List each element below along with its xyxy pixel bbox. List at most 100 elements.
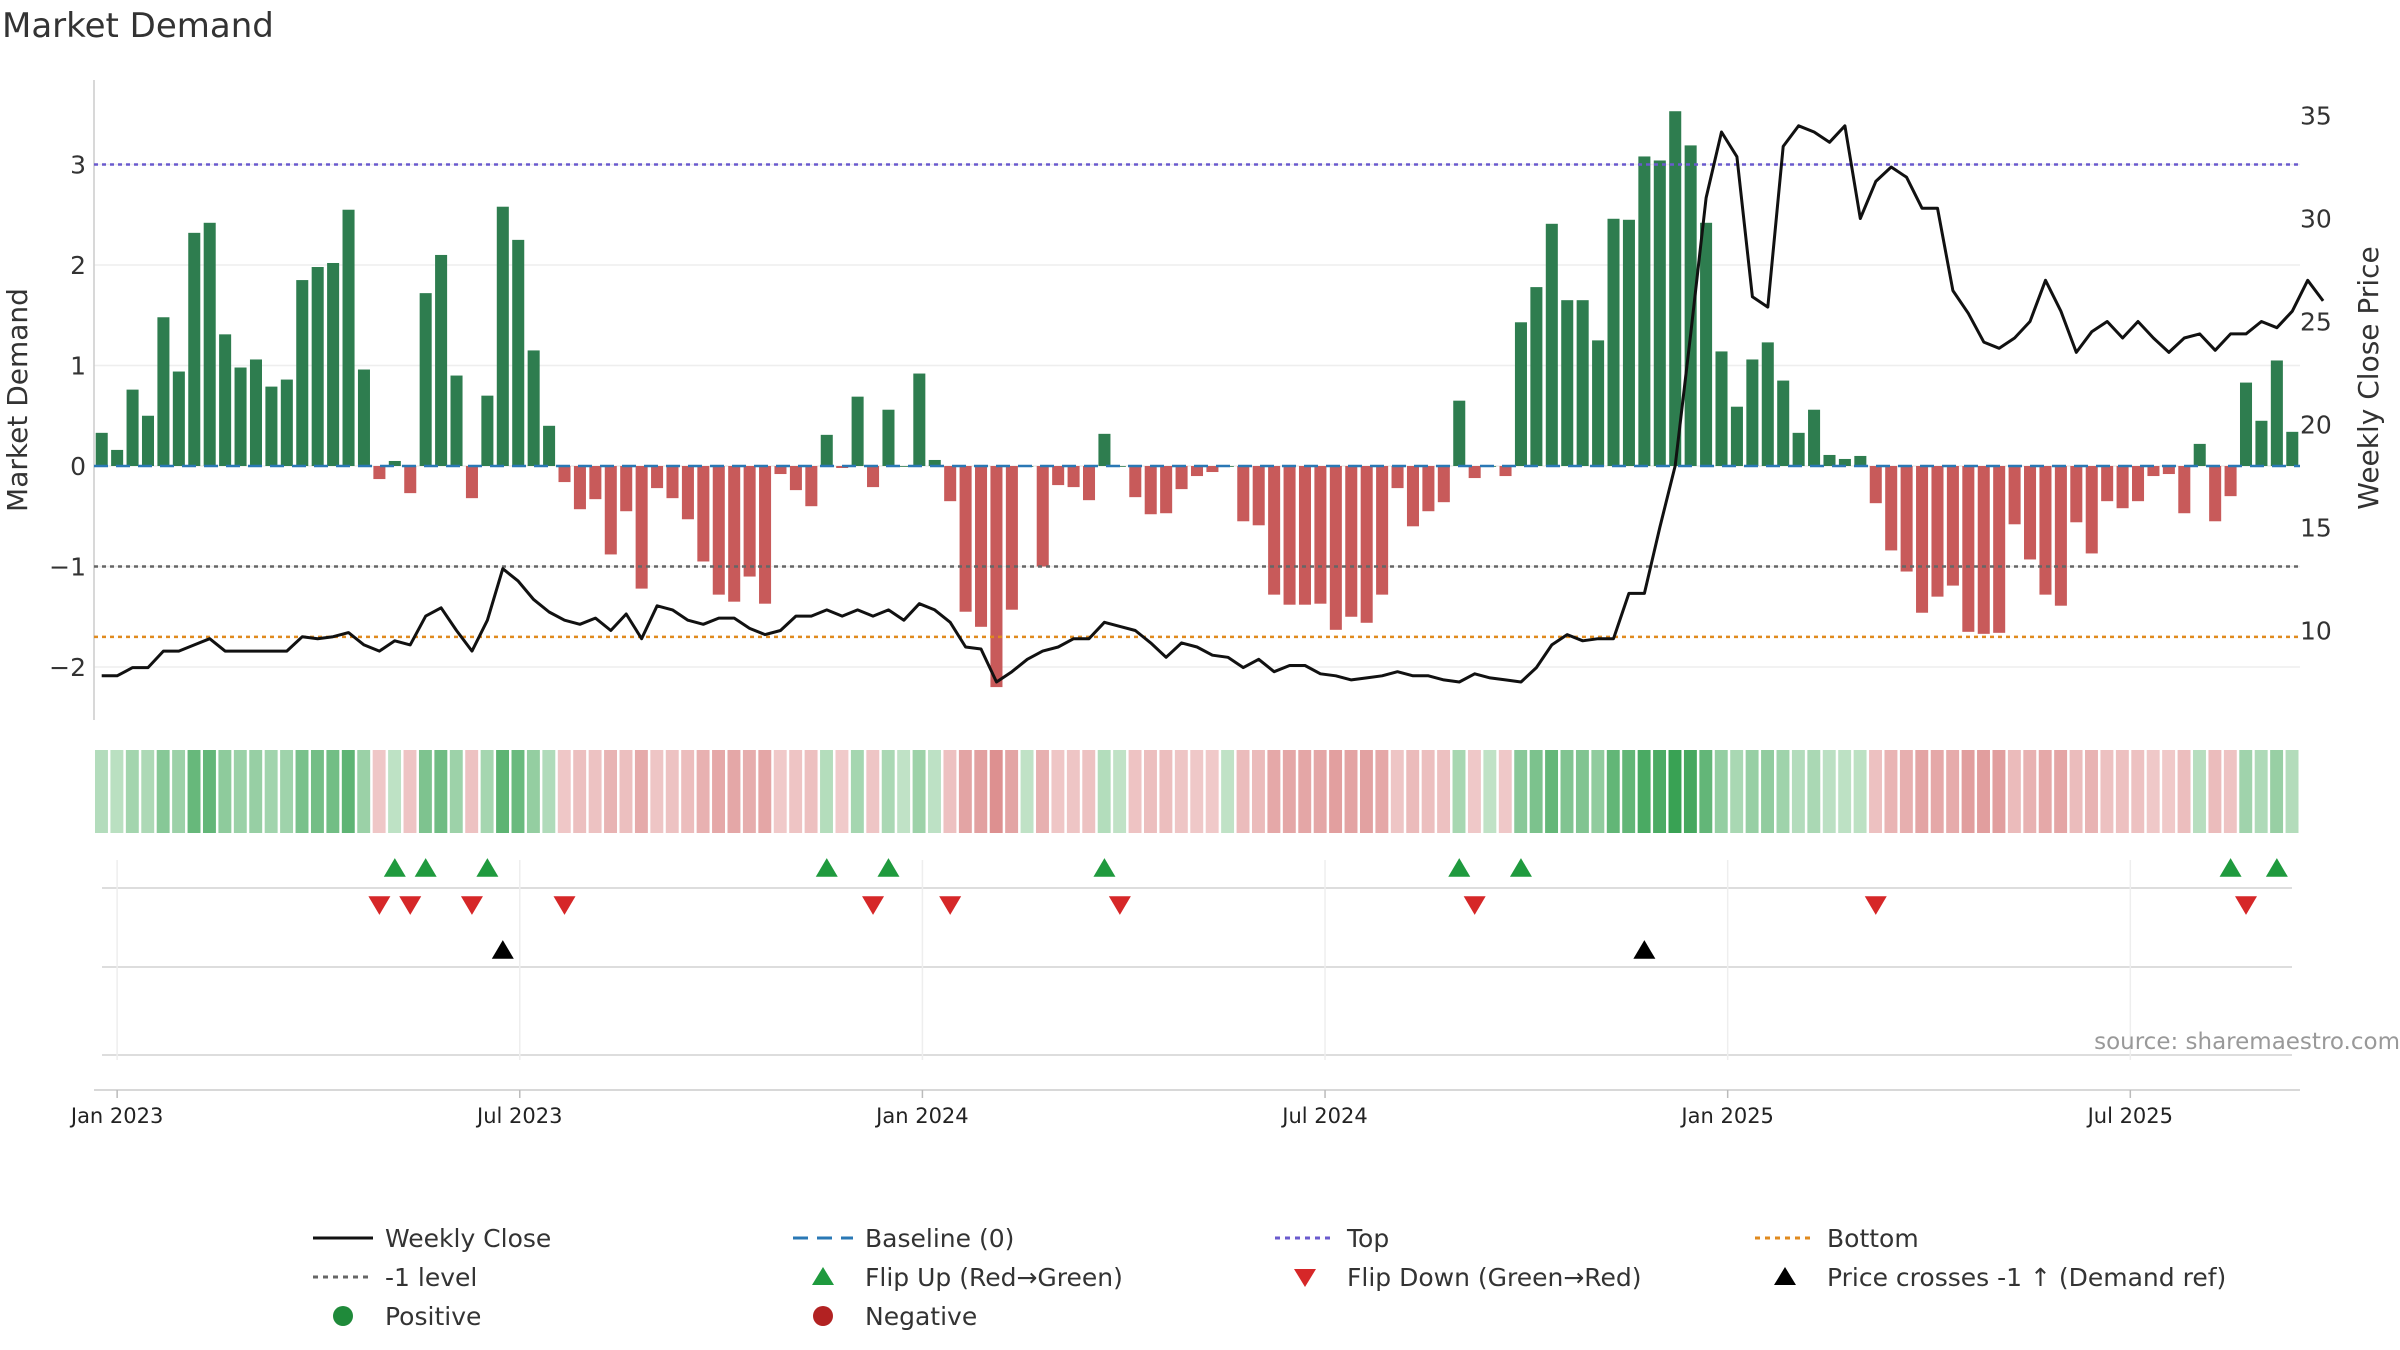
heat-cell (1683, 750, 1697, 833)
demand-bar (620, 466, 633, 512)
heat-cell (326, 750, 340, 833)
heat-cell (1653, 750, 1667, 833)
demand-bar (2024, 466, 2037, 560)
y-tick-label: −2 (49, 653, 86, 682)
heat-cell (2146, 750, 2160, 833)
tick-labels: −2 −1 0 1 2 3 10 15 20 25 30 35 Jan 2023 Jul 2023 Jan … (49, 102, 2332, 1129)
flip-down-marker (1463, 896, 1486, 915)
demand-bar (1684, 145, 1697, 466)
legend-item: Flip Up (Red→Green) (812, 1263, 1123, 1292)
heat-cell (1190, 750, 1204, 833)
y2-tick-label: 10 (2300, 617, 2332, 646)
heat-cell (1375, 750, 1389, 833)
heat-cell (372, 750, 386, 833)
demand-bar (1962, 466, 1975, 632)
demand-bar (95, 432, 108, 466)
demand-bar (1838, 458, 1851, 466)
demand-bar (759, 466, 772, 604)
demand-bar (141, 415, 155, 466)
demand-bar (789, 466, 802, 491)
demand-bar (1993, 466, 2006, 633)
heat-cell (2193, 750, 2206, 833)
heat-cell (573, 750, 587, 833)
heat-cell (1529, 750, 1543, 833)
heat-cell (1545, 750, 1559, 833)
demand-bar (1298, 466, 1312, 605)
flip-up-marker (1509, 858, 1532, 877)
flip-down-marker (939, 896, 962, 915)
heat-cell (125, 750, 139, 833)
demand-bar (172, 371, 185, 466)
demand-bar (1360, 466, 1373, 623)
y2-tick-label: 15 (2300, 514, 2332, 543)
flip-down-marker (368, 896, 391, 915)
price-cross-marker (1633, 940, 1656, 959)
heat-cell (696, 750, 710, 833)
heat-cell (1930, 750, 1944, 833)
heat-cell (1174, 750, 1188, 833)
heat-cell (850, 750, 864, 833)
flip-up-marker (1093, 858, 1116, 877)
demand-bar (2162, 466, 2175, 475)
demand-bar (1916, 466, 1929, 613)
heat-cell (2162, 750, 2176, 833)
legend-label: Flip Down (Green→Red) (1347, 1263, 1642, 1292)
heat-cell (1298, 750, 1312, 833)
demand-bar (1669, 111, 1682, 467)
x-tick-label: Jul 2024 (1280, 1104, 1367, 1128)
y-tick-label: 2 (70, 251, 86, 280)
heat-cell (727, 750, 741, 833)
heat-cell (1128, 750, 1142, 833)
heat-cell (280, 750, 294, 833)
flip-up-marker (476, 858, 499, 877)
heat-cell (1066, 750, 1080, 833)
demand-bar (666, 466, 679, 499)
demand-bar (2286, 431, 2299, 466)
demand-bar (712, 466, 725, 595)
demand-bar (990, 466, 1003, 688)
heat-cell (341, 750, 355, 833)
heat-cell (95, 750, 108, 833)
heat-cell (773, 750, 787, 833)
demand-bar (2239, 382, 2253, 466)
legend-item: Baseline (0) (793, 1224, 1014, 1253)
heat-cell (1005, 750, 1019, 833)
demand-bar (2101, 466, 2114, 502)
heat-cell (2054, 750, 2068, 833)
heat-cell (1838, 750, 1852, 833)
demand-bar (1206, 466, 1219, 473)
legend-swatch (1294, 1269, 1316, 1287)
heat-cell (172, 750, 186, 833)
reference-lines (94, 163, 2300, 639)
demand-bar (465, 466, 478, 499)
demand-bar (1129, 466, 1142, 498)
legend-label: Top (1346, 1224, 1389, 1253)
x-tick-label: Jan 2024 (874, 1104, 969, 1128)
demand-bar (1345, 466, 1358, 617)
demand-bar (404, 466, 417, 494)
heat-cell (758, 750, 772, 833)
heat-cell (1282, 750, 1296, 833)
heat-cell (804, 750, 818, 833)
heat-cell (974, 750, 988, 833)
heat-cell (1668, 750, 1682, 833)
heat-cell (1221, 750, 1235, 833)
demand-bar (1499, 466, 1512, 477)
heat-cell (958, 750, 972, 833)
heat-cell (2223, 750, 2237, 833)
demand-bar (1946, 466, 1959, 586)
y-tick-label: 0 (70, 452, 86, 481)
axes (93, 80, 2300, 1091)
legend-item: Positive (333, 1302, 481, 1331)
demand-bar (1283, 466, 1296, 605)
demand-bar (1329, 466, 1342, 630)
heat-cell (1745, 750, 1759, 833)
demand-bar (234, 367, 247, 466)
heat-cell (943, 750, 957, 833)
demand-bar (1730, 406, 1743, 466)
heat-cell (465, 750, 479, 833)
demand-bar (1823, 454, 1836, 466)
heat-cell (1853, 750, 1867, 833)
heat-cell (418, 750, 432, 833)
heat-cell (1992, 750, 2006, 833)
